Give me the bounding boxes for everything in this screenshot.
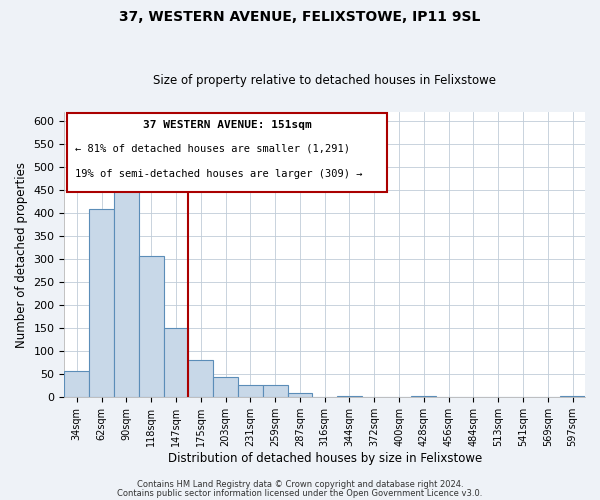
Text: 19% of semi-detached houses are larger (309) →: 19% of semi-detached houses are larger (…	[75, 169, 362, 179]
Bar	[263, 386, 287, 398]
X-axis label: Distribution of detached houses by size in Felixstowe: Distribution of detached houses by size …	[167, 452, 482, 465]
Text: Contains HM Land Registry data © Crown copyright and database right 2024.: Contains HM Land Registry data © Crown c…	[137, 480, 463, 489]
Bar	[412, 396, 436, 398]
Bar	[560, 396, 585, 398]
Bar	[188, 360, 213, 398]
Bar	[238, 386, 263, 398]
Bar	[213, 377, 238, 398]
Bar	[337, 396, 362, 398]
Bar	[287, 392, 313, 398]
Title: Size of property relative to detached houses in Felixstowe: Size of property relative to detached ho…	[153, 74, 496, 87]
Text: 37, WESTERN AVENUE, FELIXSTOWE, IP11 9SL: 37, WESTERN AVENUE, FELIXSTOWE, IP11 9SL	[119, 10, 481, 24]
Y-axis label: Number of detached properties: Number of detached properties	[15, 162, 28, 348]
Bar	[139, 256, 164, 398]
FancyBboxPatch shape	[67, 113, 387, 192]
Bar	[64, 371, 89, 398]
Text: Contains public sector information licensed under the Open Government Licence v3: Contains public sector information licen…	[118, 488, 482, 498]
Bar	[164, 328, 188, 398]
Text: ← 81% of detached houses are smaller (1,291): ← 81% of detached houses are smaller (1,…	[75, 143, 350, 153]
Bar	[89, 208, 114, 398]
Bar	[114, 170, 139, 398]
Text: 37 WESTERN AVENUE: 151sqm: 37 WESTERN AVENUE: 151sqm	[143, 120, 311, 130]
